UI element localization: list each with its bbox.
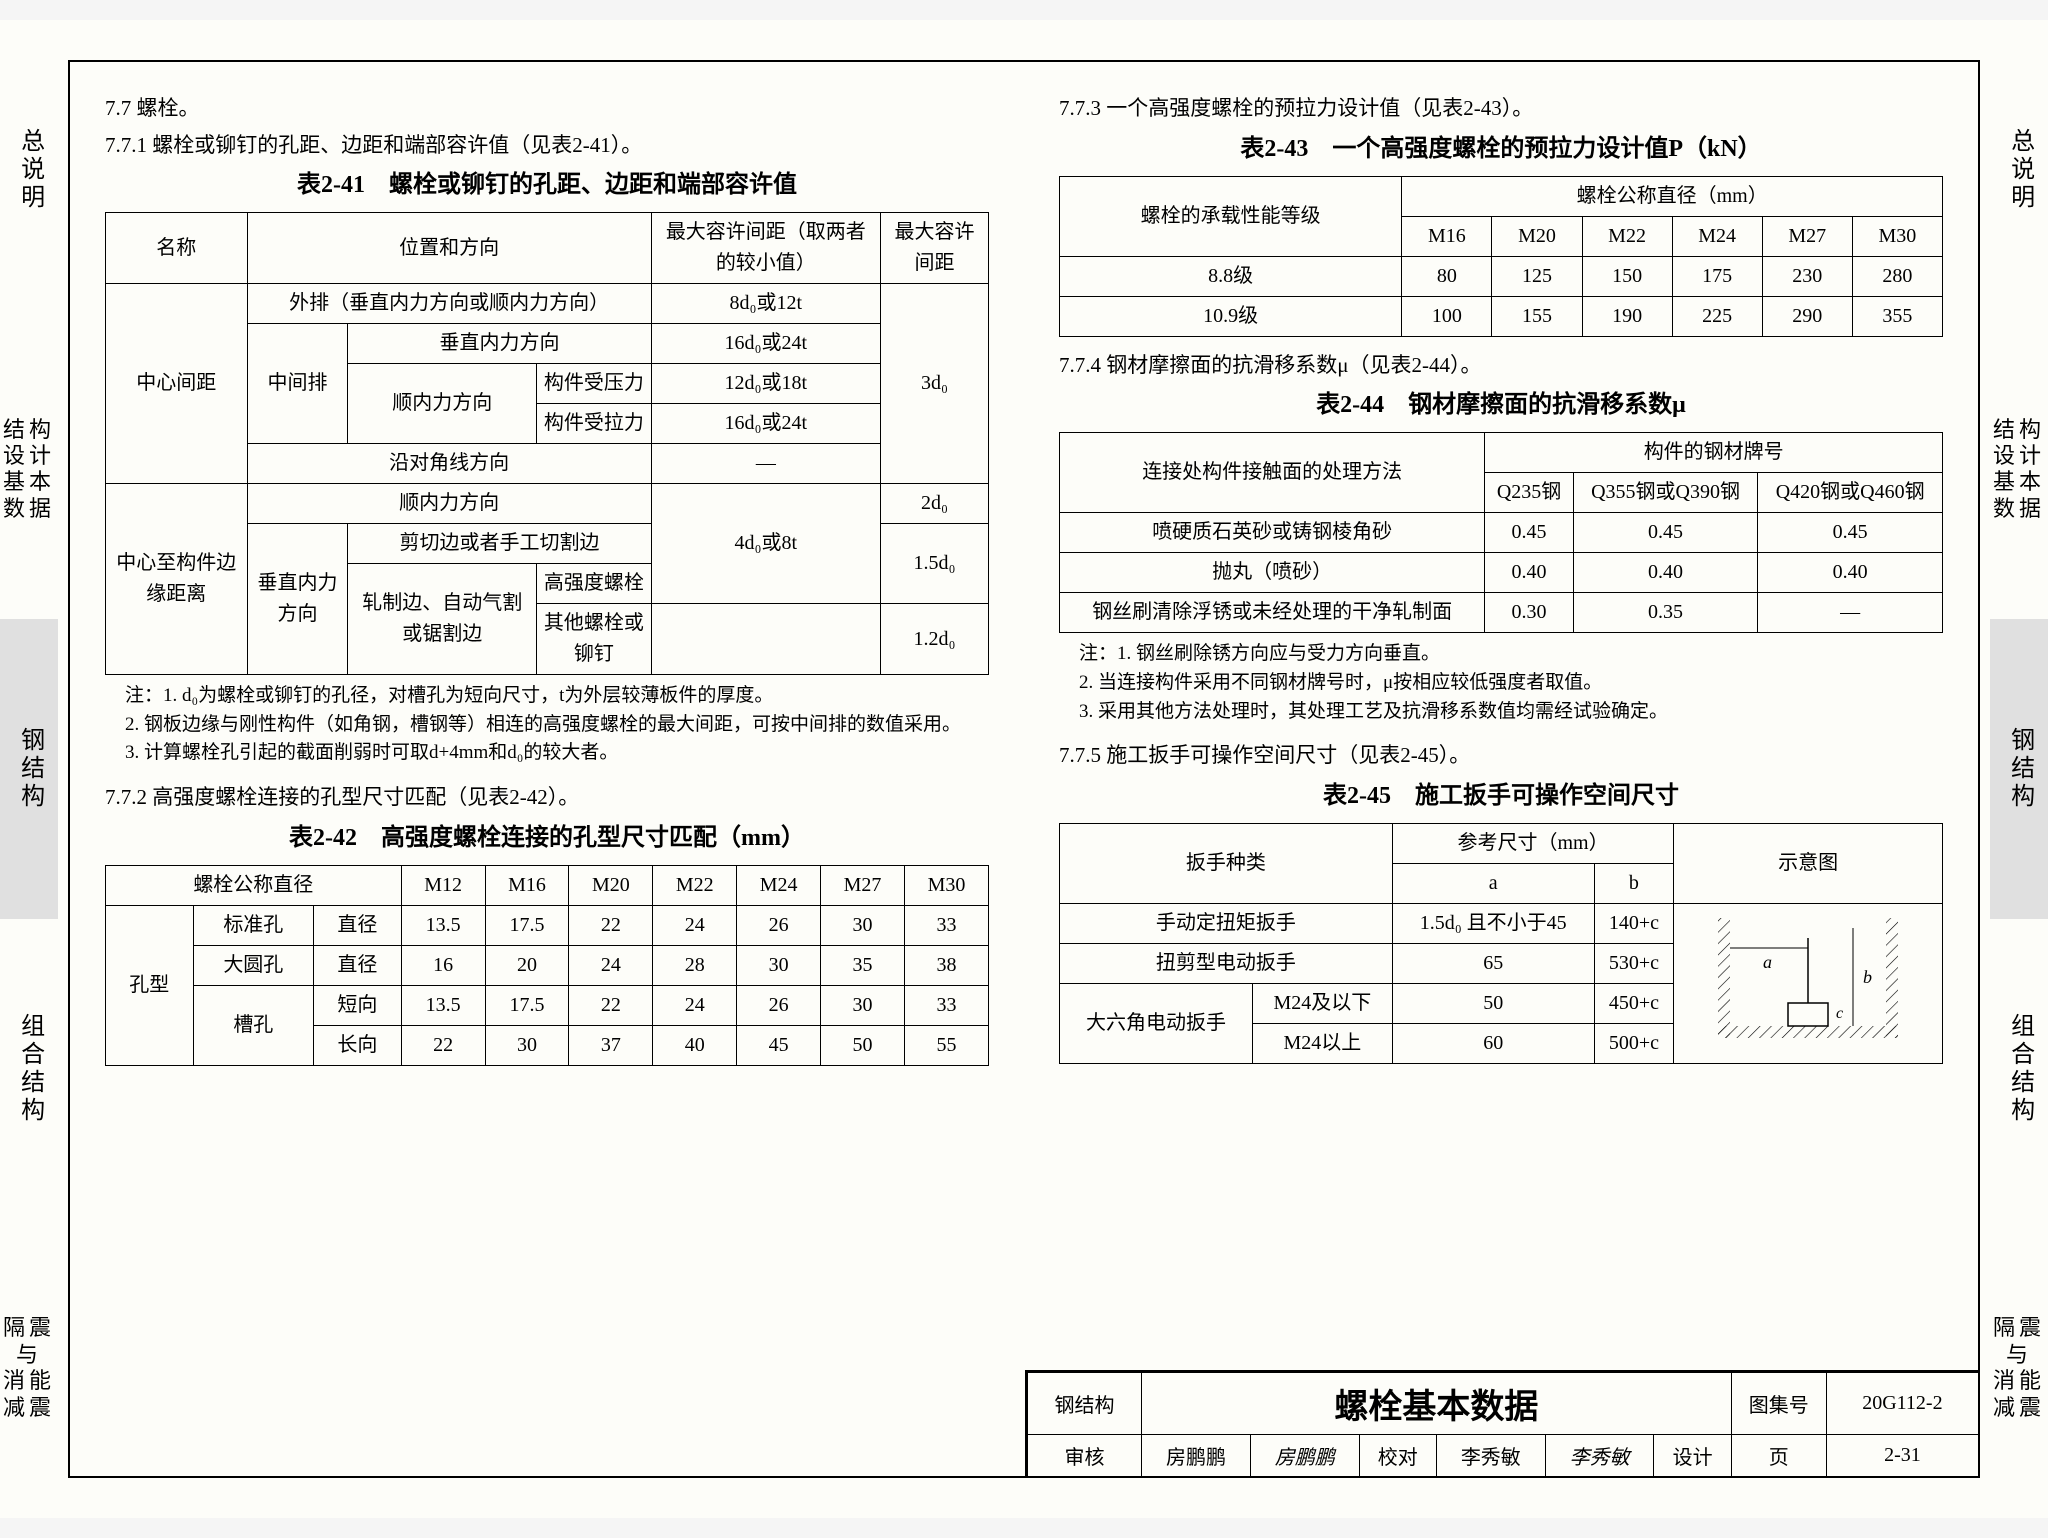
t241-n2: 3. 计算螺栓孔引起的截面削弱时可取d+4mm和d₀的较大者。: [125, 740, 989, 767]
t241-h2: 最大容许间距（取两者的较小值）: [651, 213, 880, 284]
table-2-41: 名称 位置和方向 最大容许间距（取两者的较小值） 最大容许间距 中心间距 外排（…: [105, 212, 989, 675]
tb-review-label: 审核: [1028, 1435, 1142, 1477]
right-column: 7.7.3 一个高强度螺栓的预拉力设计值（见表2-43）。 表2-43 一个高强…: [1024, 62, 1978, 1476]
t241-r9-0: 其他螺栓或铆钉: [537, 604, 651, 675]
side-tabs-right: 总说明 结构设计基本数据 钢结构 组合结构 隔震与消能减震: [1990, 20, 2048, 1518]
wrench-diagram-icon: a b c: [1708, 908, 1908, 1048]
tb-title: 螺栓基本数据: [1142, 1373, 1732, 1435]
table-2-45-title: 表2-45 施工扳手可操作空间尺寸: [1059, 778, 1943, 815]
t241-rolled: 轧制边、自动气割或锯割边: [348, 564, 537, 675]
diagram-cell: a b c: [1674, 903, 1943, 1063]
t241-r1-0: 外排（垂直内力方向或顺内力方向）: [247, 284, 651, 324]
t241-h1: 位置和方向: [247, 213, 651, 284]
t241-edge: 中心至构件边缘距离: [106, 484, 248, 675]
t241-r5-1: —: [651, 444, 880, 484]
table-2-44-title: 表2-44 钢材摩擦面的抗滑移系数μ: [1059, 387, 1943, 424]
t241-r9-2: 1.2d₀: [881, 604, 989, 675]
tab-left-3[interactable]: 组合结构: [0, 919, 58, 1219]
t241-r3-0: 构件受压力: [537, 364, 651, 404]
tab-right-3[interactable]: 组合结构: [1990, 919, 2048, 1219]
t241-r2-1: 16d₀或24t: [651, 324, 880, 364]
tb-category: 钢结构: [1028, 1373, 1142, 1435]
t241-r6-2: 2d₀: [881, 484, 989, 524]
table-2-43: 螺栓的承载性能等级 螺栓公称直径（mm） M16 M20 M22 M24 M27…: [1059, 176, 1943, 337]
tb-page-no: 2-31: [1826, 1435, 1978, 1477]
t241-r7-2: 1.5d₀: [881, 524, 989, 604]
tb-check-sig: 李秀敏: [1545, 1435, 1654, 1477]
page-root: 总说明 结构设计基本数据 钢结构 组合结构 隔震与消能减震 7.7 螺栓。 7.…: [0, 20, 2048, 1518]
t241-along: 顺内力方向: [348, 364, 537, 444]
t241-r9-1: [651, 604, 880, 675]
t241-r3-1: 12d₀或18t: [651, 364, 880, 404]
t242-hr: 螺栓公称直径 M12 M16 M20 M22 M24 M27 M30: [106, 865, 989, 905]
t241-notes: 注：1. d₀为螺栓或铆钉的孔径，对槽孔为短向尺寸，t为外层较薄板件的厚度。 2…: [125, 683, 989, 767]
t241-h3: 最大容许间距: [881, 213, 989, 284]
table-2-41-title: 表2-41 螺栓或铆钉的孔距、边距和端部容许值: [105, 167, 989, 204]
t241-r2-0: 垂直内力方向: [348, 324, 651, 364]
tb-page-label: 页: [1731, 1435, 1826, 1477]
t241-midrow: 中间排: [247, 324, 348, 444]
tab-right-1[interactable]: 结构设计基本数据: [1990, 320, 2048, 620]
table-2-42-title: 表2-42 高强度螺栓连接的孔型尺寸匹配（mm）: [105, 820, 989, 857]
svg-text:c: c: [1836, 1005, 1843, 1022]
tab-right-0[interactable]: 总说明: [1990, 20, 2048, 320]
t241-r1-1: 8d₀或12t: [651, 284, 880, 324]
left-column: 7.7 螺栓。 7.7.1 螺栓或铆钉的孔距、边距和端部容许值（见表2-41）。…: [70, 62, 1024, 1476]
tab-left-4[interactable]: 隔震与消能减震: [0, 1218, 58, 1518]
table-2-44: 连接处构件接触面的处理方法 构件的钢材牌号 Q235钢 Q355钢或Q390钢 …: [1059, 432, 1943, 633]
tb-check-label: 校对: [1359, 1435, 1436, 1477]
tb-review-name: 房鹏鹏: [1142, 1435, 1251, 1477]
t241-h0: 名称: [106, 213, 248, 284]
content-frame: 7.7 螺栓。 7.7.1 螺栓或铆钉的孔距、边距和端部容许值（见表2-41）。…: [68, 60, 1980, 1478]
t241-3d0: 3d₀: [881, 284, 989, 484]
t241-r8-0: 高强度螺栓: [537, 564, 651, 604]
table-2-43-title: 表2-43 一个高强度螺栓的预拉力设计值P（kN）: [1059, 131, 1943, 168]
sec-7-7-2: 7.7.2 高强度螺栓连接的孔型尺寸匹配（见表2-42）。: [105, 781, 989, 814]
t241-r6-0: 顺内力方向: [247, 484, 651, 524]
side-tabs-left: 总说明 结构设计基本数据 钢结构 组合结构 隔震与消能减震: [0, 20, 58, 1518]
tab-left-2[interactable]: 钢结构: [0, 619, 58, 919]
sec-7-7-4: 7.7.4 钢材摩擦面的抗滑移系数μ（见表2-44）。: [1059, 349, 1943, 382]
sec-7-7: 7.7 螺栓。: [105, 92, 989, 125]
tab-right-4[interactable]: 隔震与消能减震: [1990, 1218, 2048, 1518]
sec-7-7-3: 7.7.3 一个高强度螺栓的预拉力设计值（见表2-43）。: [1059, 92, 1943, 125]
tb-review-sig: 房鹏鹏: [1250, 1435, 1359, 1477]
sec-7-7-1: 7.7.1 螺栓或铆钉的孔距、边距和端部容许值（见表2-41）。: [105, 129, 989, 162]
tb-atlas-label: 图集号: [1731, 1373, 1826, 1435]
tab-right-2[interactable]: 钢结构: [1990, 619, 2048, 919]
tb-design-label: 设计: [1654, 1435, 1731, 1477]
table-2-42: 螺栓公称直径 M12 M16 M20 M22 M24 M27 M30 孔型 标准…: [105, 865, 989, 1066]
t241-4d0: 4d₀或8t: [651, 484, 880, 604]
table-2-45: 扳手种类 参考尺寸（mm） 示意图 a b 手动定扭矩扳手 1.5d₀ 且不小于…: [1059, 823, 1943, 1064]
svg-text:a: a: [1763, 952, 1772, 972]
tab-left-1[interactable]: 结构设计基本数据: [0, 320, 58, 620]
t241-n1: 2. 钢板边缘与刚性构件（如角钢，槽钢等）相连的高强度螺栓的最大间距，可按中间排…: [125, 712, 989, 739]
t241-r4-1: 16d₀或24t: [651, 404, 880, 444]
t241-r4-0: 构件受拉力: [537, 404, 651, 444]
t241-r7-0: 剪切边或者手工切割边: [348, 524, 651, 564]
sec-7-7-5: 7.7.5 施工扳手可操作空间尺寸（见表2-45）。: [1059, 739, 1943, 772]
t244-notes: 注：1. 钢丝刷除锈方向应与受力方向垂直。 2. 当连接构件采用不同钢材牌号时，…: [1079, 641, 1943, 725]
tb-check-name: 李秀敏: [1436, 1435, 1545, 1477]
t241-vert: 垂直内力方向: [247, 524, 348, 675]
t241-r5-0: 沿对角线方向: [247, 444, 651, 484]
t241-n0: 注：1. d₀为螺栓或铆钉的孔径，对槽孔为短向尺寸，t为外层较薄板件的厚度。: [125, 683, 989, 710]
svg-text:b: b: [1863, 967, 1872, 987]
tab-left-0[interactable]: 总说明: [0, 20, 58, 320]
tb-atlas-no: 20G112-2: [1826, 1373, 1978, 1435]
titleblock: 钢结构 螺栓基本数据 图集号 20G112-2 审核 房鹏鹏 房鹏鹏 校对 李秀…: [1025, 1370, 1979, 1477]
t241-center: 中心间距: [106, 284, 248, 484]
